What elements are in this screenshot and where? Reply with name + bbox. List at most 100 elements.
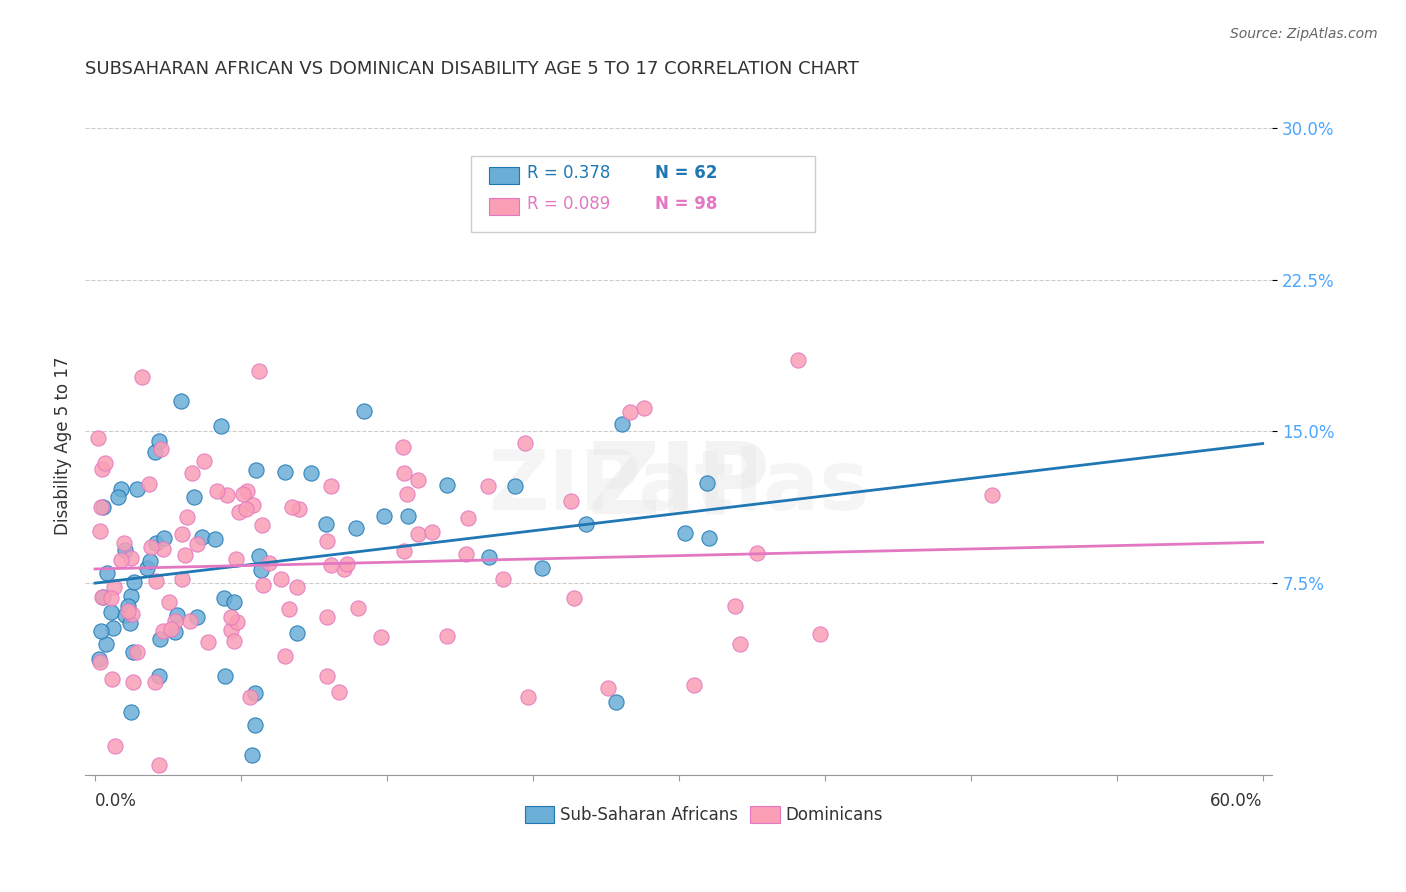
Point (94, 456, 117, 470)
Point (148, 669, 170, 683)
Text: 60.0%: 60.0% (1211, 791, 1263, 810)
Point (183, 491, 205, 505)
Point (457, 511, 479, 525)
Text: R = 0.378: R = 0.378 (527, 164, 610, 183)
Point (110, 552, 132, 566)
Point (143, 445, 166, 459)
Point (197, 634, 219, 648)
Point (131, 370, 153, 384)
Point (114, 543, 136, 558)
Point (215, 488, 238, 502)
Point (174, 548, 197, 562)
Point (91, 590, 114, 604)
Text: SUBSAHARAN AFRICAN VS DOMINICAN DISABILITY AGE 5 TO 17 CORRELATION CHART: SUBSAHARAN AFRICAN VS DOMINICAN DISABILI… (86, 60, 859, 78)
Point (219, 624, 242, 638)
Text: Sub-Saharan Africans: Sub-Saharan Africans (560, 805, 738, 823)
Text: R = 0.089: R = 0.089 (527, 195, 610, 213)
Point (247, 364, 270, 378)
FancyBboxPatch shape (489, 197, 519, 215)
Point (226, 615, 249, 630)
Point (152, 542, 174, 557)
Point (110, 482, 132, 496)
Point (90, 624, 112, 638)
Point (120, 550, 142, 565)
Point (492, 572, 515, 586)
Point (138, 477, 160, 491)
Point (353, 404, 375, 418)
Point (408, 526, 430, 541)
Point (153, 531, 176, 545)
Point (336, 558, 359, 572)
Point (328, 684, 350, 698)
Point (204, 532, 226, 546)
Point (247, 549, 270, 563)
Point (117, 604, 139, 618)
Point (235, 501, 257, 516)
Point (392, 466, 415, 480)
Point (91, 590, 114, 604)
Point (121, 607, 143, 622)
Point (315, 517, 337, 532)
Point (240, 748, 263, 763)
Point (270, 572, 292, 586)
Point (143, 675, 166, 690)
Point (148, 758, 170, 772)
Point (530, 561, 553, 575)
Point (179, 615, 201, 629)
Text: N = 62: N = 62 (655, 164, 717, 183)
Text: 0.0%: 0.0% (96, 791, 136, 810)
Point (392, 544, 415, 558)
Point (87, 431, 110, 445)
Point (257, 556, 280, 570)
Point (89, 524, 111, 539)
Point (127, 645, 149, 659)
Point (96, 566, 118, 581)
Text: N = 98: N = 98 (655, 195, 717, 213)
Point (299, 466, 322, 480)
Point (420, 524, 443, 539)
Point (596, 681, 619, 695)
Point (170, 572, 193, 586)
Point (454, 547, 477, 561)
Point (505, 479, 527, 493)
Point (193, 453, 215, 467)
Point (612, 417, 634, 431)
Point (605, 695, 627, 709)
Point (344, 521, 367, 535)
Point (149, 632, 172, 647)
Point (274, 465, 297, 479)
Point (90, 500, 112, 514)
Point (274, 649, 297, 664)
Point (101, 672, 124, 686)
Point (319, 479, 342, 493)
Point (249, 563, 271, 577)
Point (114, 607, 136, 622)
Point (100, 606, 122, 620)
Point (728, 637, 751, 651)
Point (478, 550, 501, 565)
Point (316, 610, 339, 624)
Point (243, 686, 266, 700)
Point (560, 493, 582, 508)
Point (101, 621, 124, 635)
FancyBboxPatch shape (489, 167, 519, 184)
Point (724, 599, 747, 613)
FancyBboxPatch shape (749, 806, 780, 823)
Point (89, 655, 111, 669)
Point (252, 578, 274, 592)
Point (170, 394, 193, 409)
Point (236, 484, 259, 499)
Point (436, 478, 458, 492)
Point (346, 600, 368, 615)
Point (477, 479, 499, 493)
Point (157, 595, 180, 609)
Point (122, 674, 145, 689)
Point (673, 525, 696, 540)
Point (122, 645, 145, 659)
Point (186, 537, 208, 551)
Point (93, 500, 115, 515)
Point (117, 599, 139, 614)
Text: Dominicans: Dominicans (786, 805, 883, 823)
Point (145, 536, 167, 550)
Point (139, 553, 162, 567)
